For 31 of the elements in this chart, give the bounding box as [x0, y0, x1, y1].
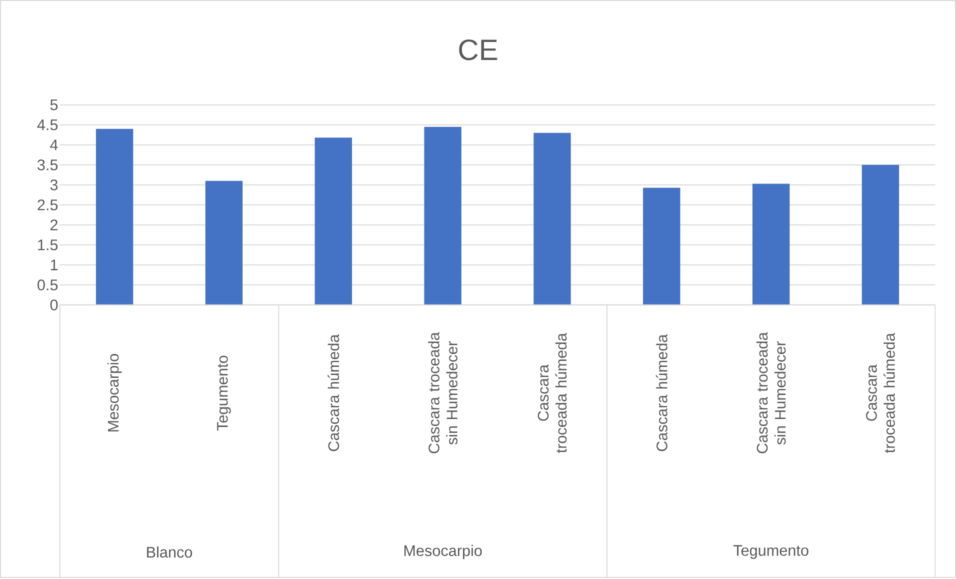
text: Blanco	[147, 546, 192, 558]
y-tick-label: 4.5	[37, 120, 58, 130]
bar	[643, 188, 680, 306]
x-tick-label: Cascara troceada húmeda	[538, 333, 567, 454]
y-tick-label: 4	[50, 140, 58, 150]
y-tick-label: 3.5	[38, 160, 58, 171]
x-tick-label: Cascara troceada sin Humedecer	[756, 332, 786, 454]
y-tick-label: 0.5	[38, 280, 58, 291]
bar	[752, 184, 790, 306]
bar	[96, 129, 134, 306]
y-tick-label: 2	[50, 220, 58, 230]
bar	[862, 165, 900, 306]
text: Tegumento	[733, 545, 808, 560]
x-tick-label: Mesocarpio	[107, 354, 122, 432]
x-tick-label: Tegumento	[217, 356, 231, 431]
bar	[314, 138, 352, 306]
y-tick-label: 3	[50, 180, 58, 191]
bar	[534, 133, 571, 306]
text: Mesocarpio	[404, 545, 482, 560]
y-tick-label: 5	[50, 100, 58, 110]
x-tick-label: Cascara troceada sin Humedecer	[428, 332, 458, 454]
x-tick-label: Cascara húmeda	[656, 334, 668, 452]
x-tick-label: Cascara troceada húmeda	[866, 333, 895, 454]
chart-title: CE	[459, 40, 498, 60]
bar	[205, 181, 243, 306]
y-tick-label: 0	[50, 300, 58, 311]
y-tick-label: 1.5	[38, 240, 58, 250]
x-tick-label: Cascara húmeda	[328, 334, 340, 452]
y-tick-label: 2.5	[38, 200, 58, 211]
bar	[424, 127, 462, 306]
y-tick-label: 1	[50, 260, 58, 270]
